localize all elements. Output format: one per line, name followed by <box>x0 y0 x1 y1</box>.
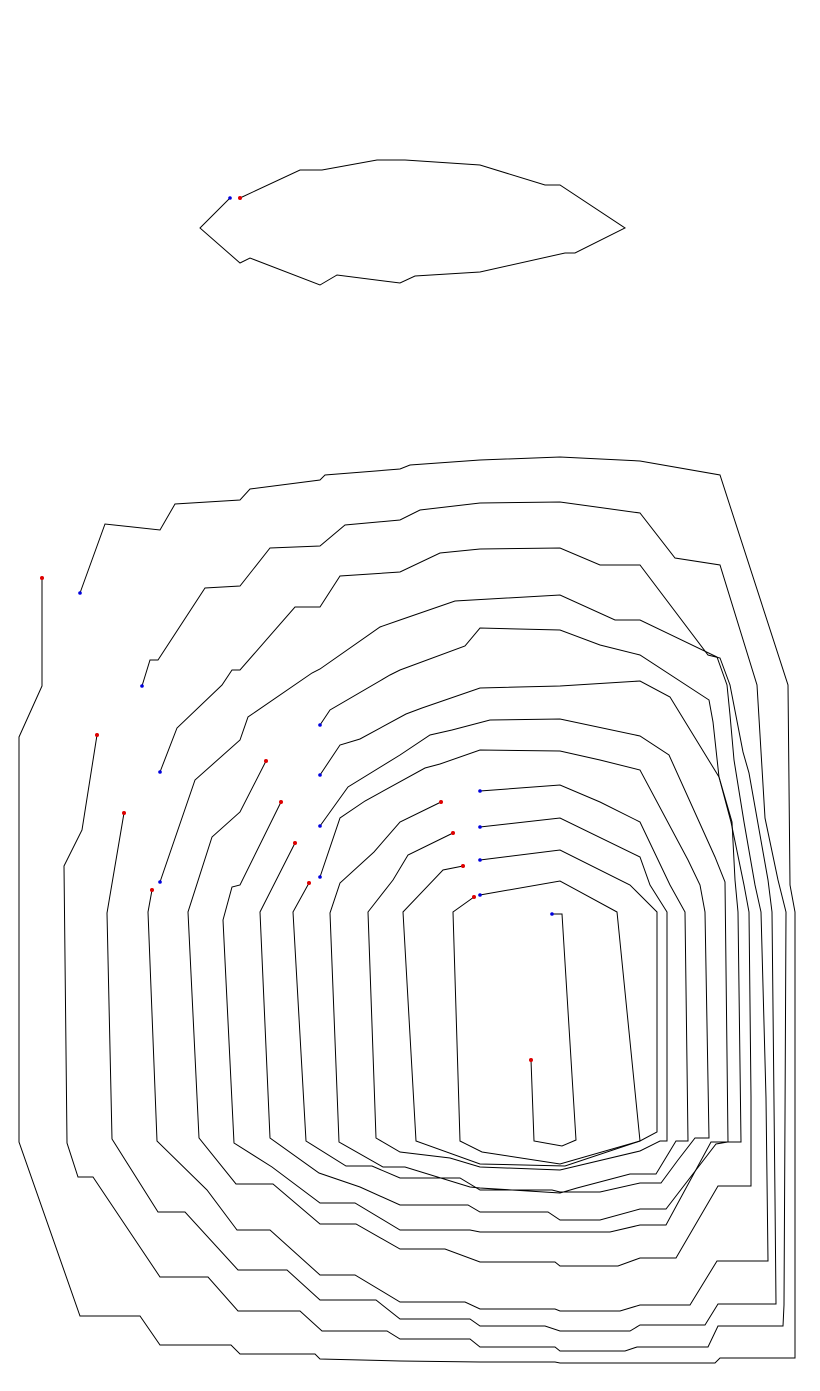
contour-11-line <box>402 849 658 1167</box>
contour-4-line <box>147 594 769 1312</box>
contour-6-start-marker <box>279 800 283 804</box>
contour-2-end-marker <box>140 684 144 688</box>
contour-9-start-marker <box>439 800 443 804</box>
contour-7-start-marker <box>293 841 297 845</box>
contour-3-start-marker <box>122 811 126 815</box>
contour-8-start-marker <box>307 881 311 885</box>
contour-2-start-marker <box>95 733 99 737</box>
toolpath-lines <box>18 159 796 1364</box>
contour-center-line <box>530 913 577 1147</box>
contour-5-end-marker <box>318 723 322 727</box>
toolpath-markers <box>40 196 554 1062</box>
contour-10-end-marker <box>478 825 482 829</box>
contour-9-line <box>329 784 689 1194</box>
contour-1-line <box>18 456 796 1364</box>
contour-8-end-marker <box>318 875 322 879</box>
contour-11-end-marker <box>478 858 482 862</box>
contour-4-end-marker <box>158 880 162 884</box>
top-loop-end-marker <box>228 196 232 200</box>
contour-9-end-marker <box>478 789 482 793</box>
contour-7-line <box>259 718 729 1221</box>
contour-2-line <box>63 501 787 1352</box>
contour-8-line <box>292 749 710 1193</box>
contour-6-end-marker <box>318 773 322 777</box>
contour-center-start-marker <box>529 1058 533 1062</box>
contour-10-line <box>367 817 668 1171</box>
contour-5-start-marker <box>264 759 268 763</box>
contour-12-start-marker <box>472 895 476 899</box>
contour-12-line <box>452 880 641 1165</box>
contour-5-line <box>187 627 752 1267</box>
contour-4-start-marker <box>150 888 154 892</box>
contour-1-end-marker <box>78 591 82 595</box>
contour-7-end-marker <box>318 824 322 828</box>
contour-1-start-marker <box>40 576 44 580</box>
contour-3-end-marker <box>158 770 162 774</box>
contour-10-start-marker <box>451 831 455 835</box>
top-loop-line <box>199 159 626 286</box>
contour-3-line <box>106 547 777 1332</box>
contour-12-end-marker <box>478 893 482 897</box>
contour-11-start-marker <box>461 864 465 868</box>
top-loop-start-marker <box>238 196 242 200</box>
contour-6-line <box>222 680 742 1233</box>
contour-center-end-marker <box>550 912 554 916</box>
